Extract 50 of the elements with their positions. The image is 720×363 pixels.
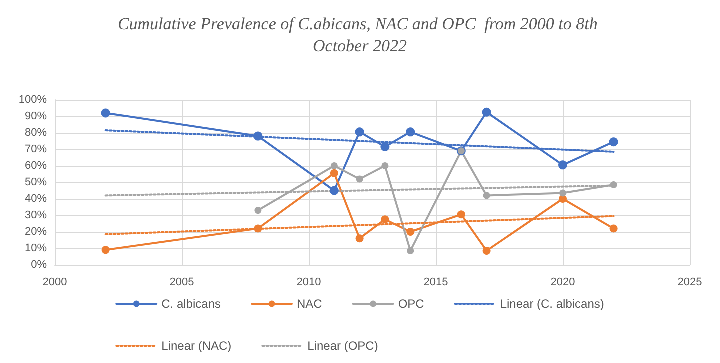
y-tick-label: 90% <box>24 110 48 122</box>
point <box>330 162 338 170</box>
point <box>560 190 566 197</box>
point <box>330 186 339 196</box>
y-tick-label: 50% <box>24 176 48 188</box>
point <box>482 246 491 255</box>
y-tick-label: 40% <box>24 193 48 205</box>
x-tick-label: 2005 <box>170 276 194 288</box>
point <box>483 192 490 200</box>
y-tick-label: 30% <box>24 210 48 222</box>
legend-label: NAC <box>296 297 323 311</box>
point <box>101 108 110 118</box>
point <box>254 207 262 214</box>
point <box>355 128 364 137</box>
point <box>610 181 618 188</box>
legend-label: Linear (OPC) <box>308 339 378 353</box>
point <box>356 176 364 183</box>
point <box>380 142 390 152</box>
point <box>254 224 262 233</box>
point <box>102 246 110 254</box>
y-tick-label: 10% <box>24 242 48 254</box>
point <box>406 128 416 137</box>
x-tick-label: 2010 <box>296 276 322 288</box>
chart-title: Cumulative Prevalence of C.abicans, NAC and OPC from 2000 to 8th October 2022 <box>118 14 602 56</box>
x-tick-label: 2015 <box>424 276 448 288</box>
y-tick-label: 0% <box>31 259 48 271</box>
point <box>254 132 263 141</box>
y-tick-label: 100% <box>18 94 48 106</box>
legend-label: Linear (C. albicans) <box>500 297 604 311</box>
y-tick-label: 20% <box>24 226 48 238</box>
x-tick-label: 2020 <box>550 276 576 288</box>
point <box>330 169 338 178</box>
y-tick-label: 70% <box>24 144 48 156</box>
legend-label: OPC <box>398 297 425 311</box>
x-tick-label: 2000 <box>42 276 68 288</box>
point <box>406 228 415 236</box>
point <box>558 160 568 170</box>
y-tick-label: 60% <box>24 160 48 172</box>
point <box>610 224 618 233</box>
point <box>356 234 364 243</box>
point <box>381 216 390 224</box>
x-tick-label: 2025 <box>678 276 702 288</box>
point <box>482 108 492 117</box>
point <box>407 247 414 254</box>
point <box>457 210 466 219</box>
legend-label: Linear (NAC) <box>162 339 232 353</box>
point <box>382 162 389 170</box>
point <box>609 138 618 147</box>
legend-label: C. albicans <box>162 297 221 311</box>
y-tick-label: 80% <box>24 127 48 139</box>
